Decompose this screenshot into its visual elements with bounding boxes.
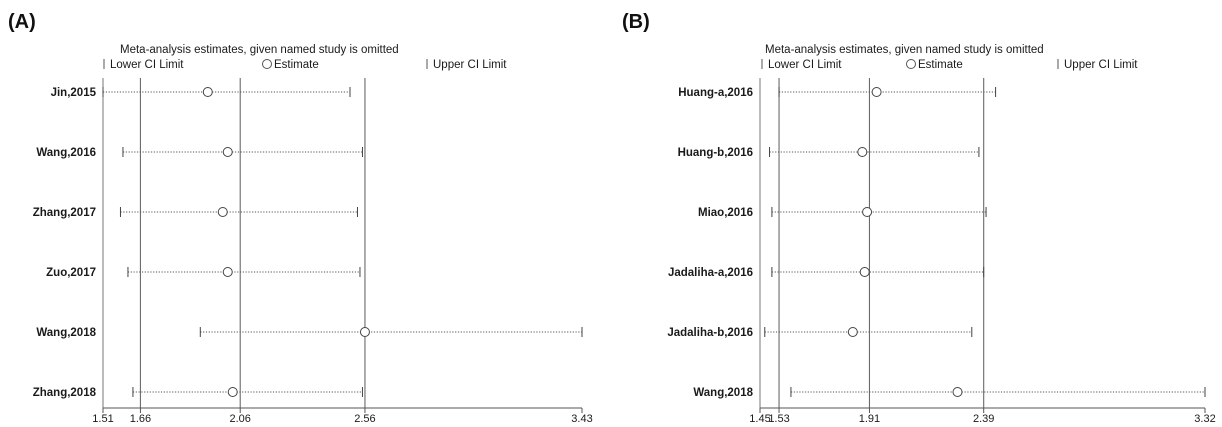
estimate-point [222, 267, 233, 277]
legend-lower-label: Lower CI Limit [110, 59, 184, 71]
panel-a: (A) Meta-analysis estimates, given named … [8, 11, 593, 425]
study-label: Jin,2015 [51, 87, 97, 99]
x-tick-label: 2.06 [230, 413, 251, 425]
study-label: Huang-b,2016 [678, 147, 753, 159]
estimate-point [857, 147, 868, 157]
study-label: Zhang,2017 [33, 207, 96, 219]
estimate-point [871, 87, 882, 97]
chart-title: Meta-analysis estimates, given named stu… [765, 44, 1044, 56]
estimate-point [859, 267, 870, 277]
x-tick-label: 2.39 [973, 413, 994, 425]
estimate-point [227, 387, 238, 397]
legend-upper-label: Upper CI Limit [1064, 59, 1138, 71]
panel-label: (A) [8, 11, 36, 33]
legend-estimate-marker [906, 59, 916, 69]
legend-estimate-label: Estimate [918, 59, 963, 71]
study-label: Wang,2018 [693, 387, 753, 399]
x-tick-label: 3.43 [571, 413, 592, 425]
study-label: Zhang,2018 [33, 387, 97, 399]
x-tick-label: 1.91 [859, 413, 880, 425]
study-label: Wang,2018 [36, 327, 96, 339]
legend-estimate-label: Estimate [274, 59, 319, 71]
estimate-point [222, 147, 233, 157]
study-label: Huang-a,2016 [678, 87, 753, 99]
x-tick-label: 1.51 [92, 413, 113, 425]
x-tick-label: 1.45 [749, 413, 770, 425]
legend-estimate-marker [262, 59, 272, 69]
study-label: Jadaliha-b,2016 [667, 327, 753, 339]
study-label: Miao,2016 [698, 207, 753, 219]
estimate-point [862, 207, 873, 217]
x-tick-label: 2.56 [354, 413, 375, 425]
estimate-point [359, 327, 370, 337]
x-tick-label: 3.32 [1194, 413, 1215, 425]
x-tick-label: 1.53 [768, 413, 789, 425]
panel-b: (B) Meta-analysis estimates, given named … [622, 11, 1216, 425]
estimate-point [952, 387, 963, 397]
study-label: Zuo,2017 [46, 267, 96, 279]
legend-upper-label: Upper CI Limit [433, 59, 507, 71]
x-tick-label: 1.66 [130, 413, 151, 425]
panel-label: (B) [622, 11, 650, 33]
estimate-point [217, 207, 228, 217]
chart-title: Meta-analysis estimates, given named stu… [120, 44, 399, 56]
study-label: Wang,2016 [36, 147, 96, 159]
legend-lower-label: Lower CI Limit [768, 59, 842, 71]
estimate-point [847, 327, 858, 337]
estimate-point [202, 87, 213, 97]
study-label: Jadaliha-a,2016 [668, 267, 753, 279]
